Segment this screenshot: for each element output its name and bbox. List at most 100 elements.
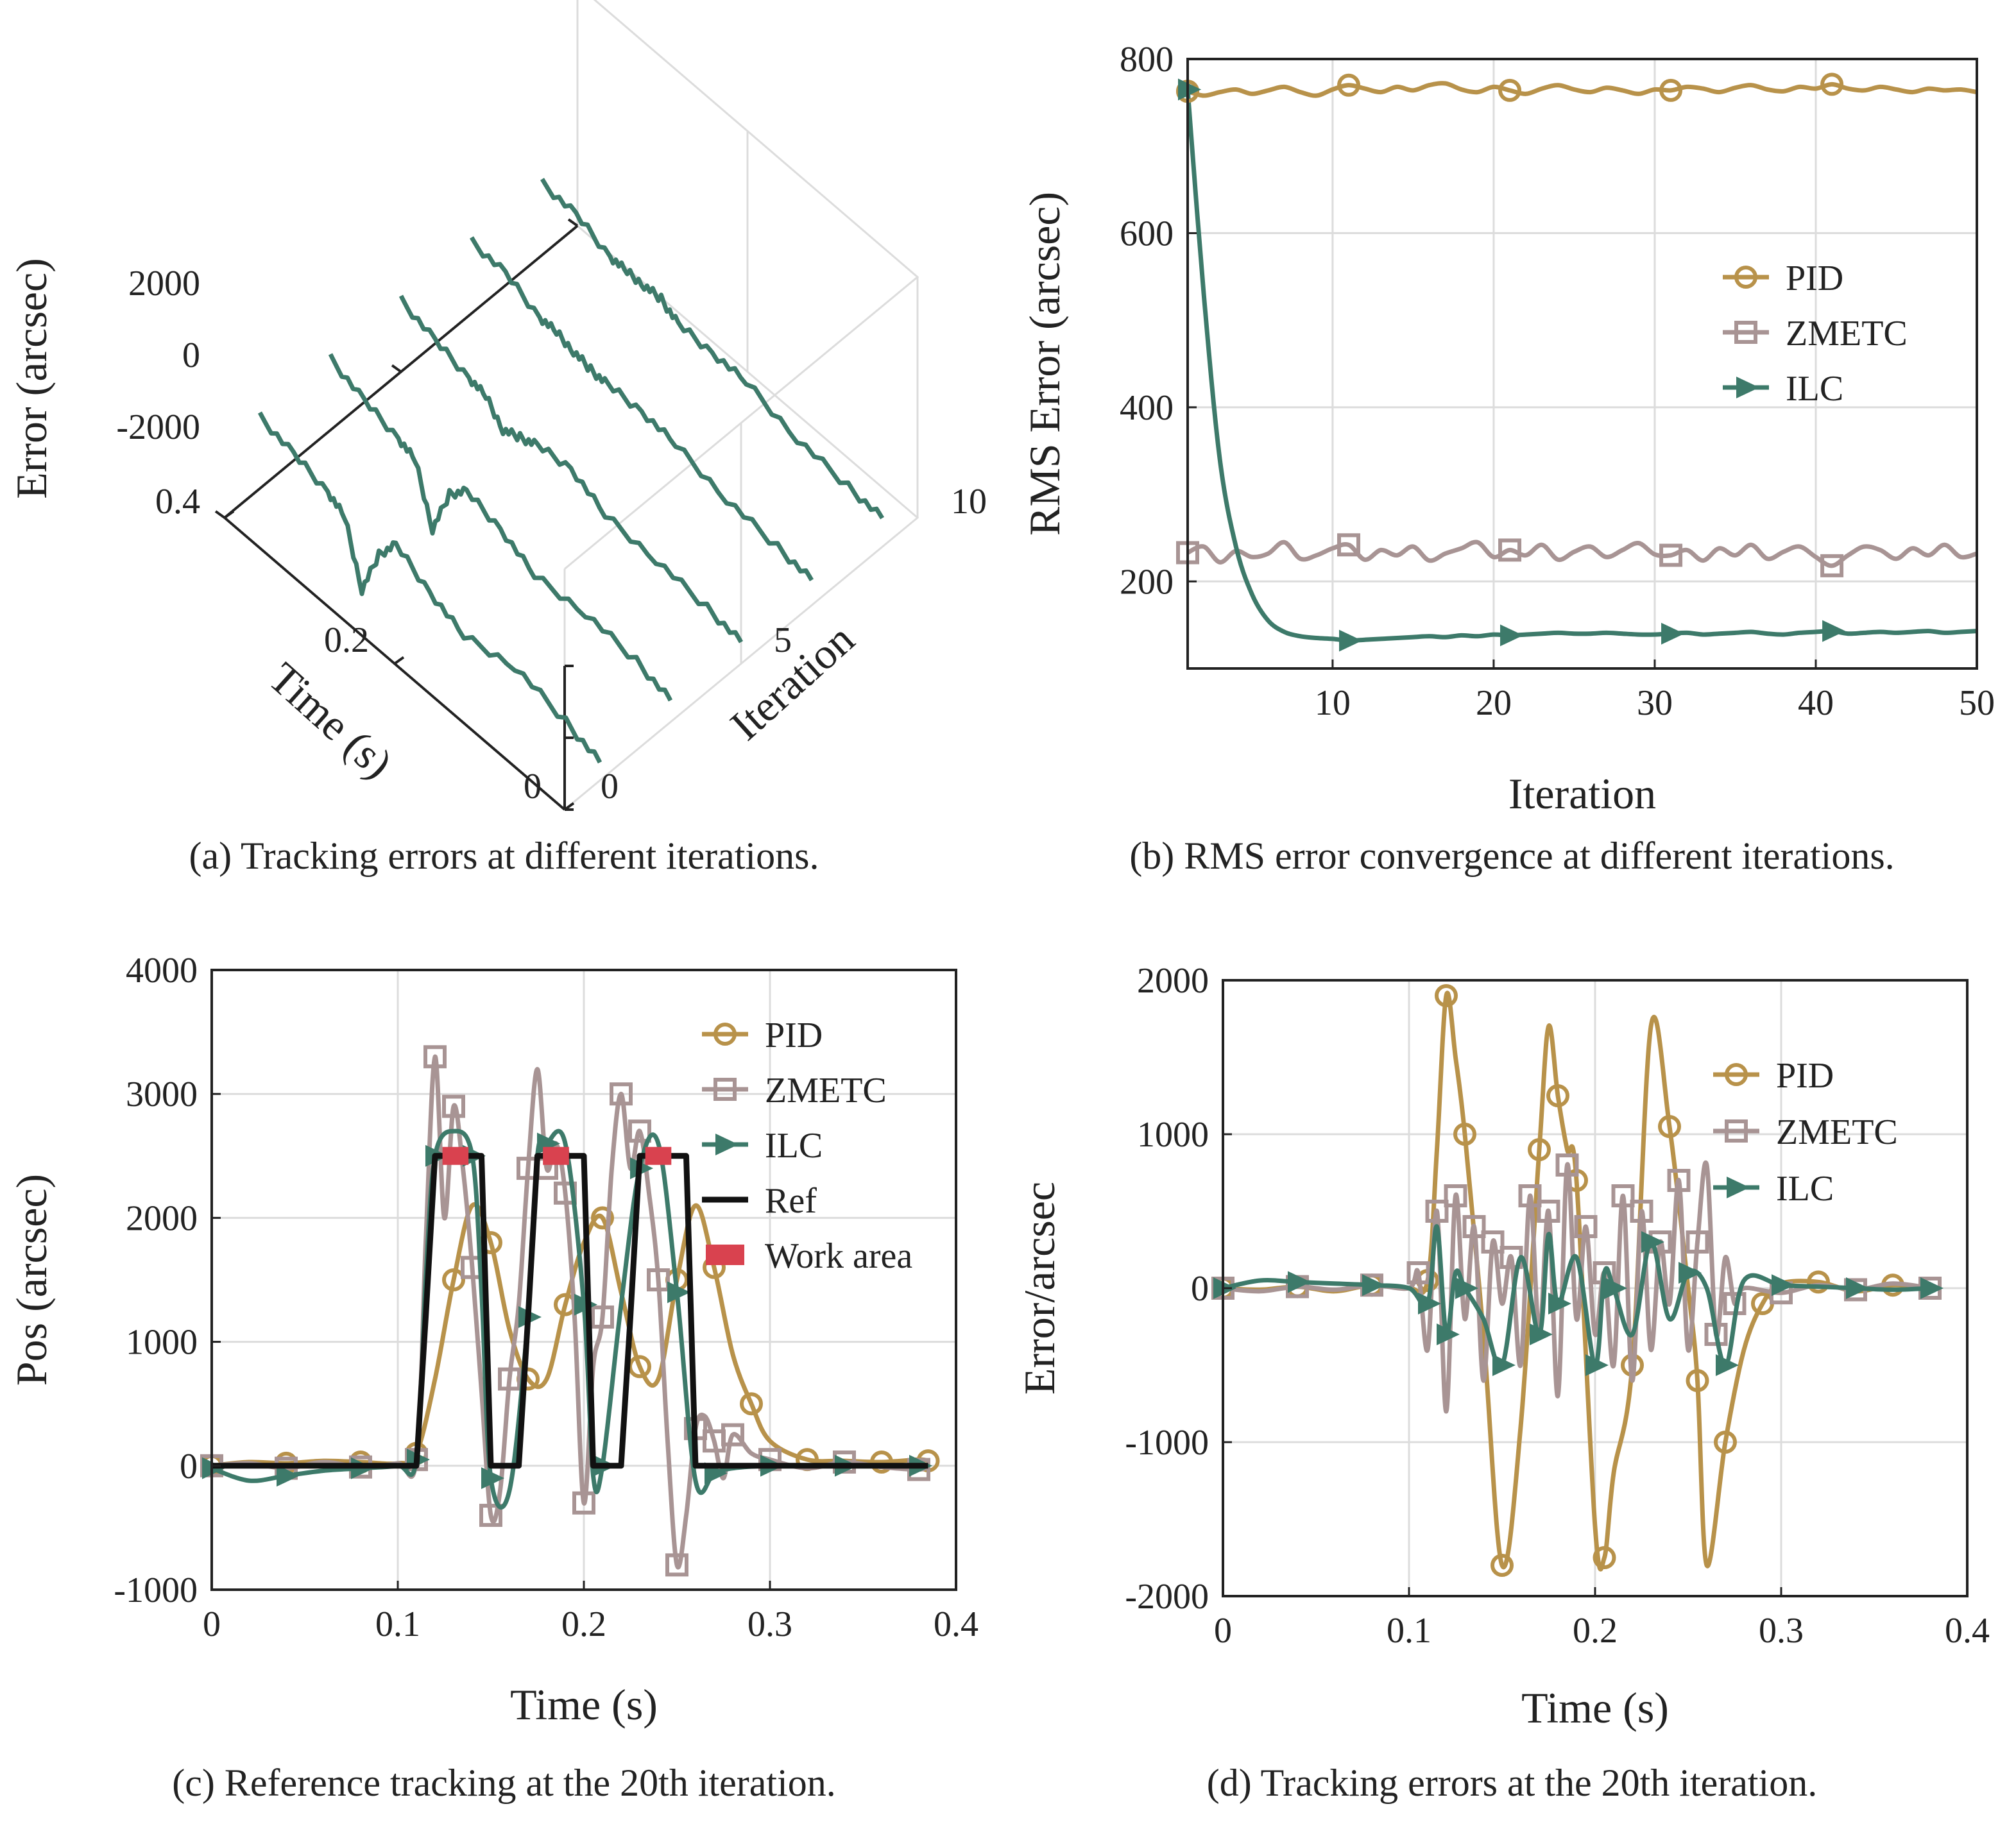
b-ytick-label: 600: [1120, 214, 1174, 253]
c-zmetc-point: [721, 1423, 744, 1447]
d-legend-label-zmetc: ZMETC: [1776, 1112, 1898, 1152]
chart-b-rms-convergence: 10 20 30 40 50 200 400 600 800 PID ZMETC ILC Itera…: [1020, 40, 1995, 818]
chart-d-axes-box: [1222, 979, 1969, 1597]
c-ytick-label: 0: [180, 1447, 198, 1486]
a-series-iteration-9: [540, 178, 884, 520]
chart-a-ytick-0: 0: [601, 767, 619, 806]
c-legend-marker-pid: [713, 1023, 737, 1046]
b-legend-marker-zmetc: [1734, 321, 1757, 344]
chart-b-xlabel: Iteration: [1508, 769, 1656, 818]
c-legend-marker-ilc: [715, 1134, 739, 1155]
b-ilc-point: [1339, 629, 1363, 652]
b-zmetc-point: [1820, 554, 1844, 577]
d-ilc-point: [1716, 1354, 1739, 1376]
b-pid-point: [1820, 72, 1844, 96]
d-ytick-label: 1000: [1137, 1115, 1209, 1155]
d-zmetc-point: [1425, 1200, 1449, 1223]
a-series-iteration-7: [469, 236, 814, 582]
a-iteration-tick: [214, 510, 226, 519]
d-xtick-label: 0.4: [1945, 1611, 1990, 1651]
c-zmetc-point: [442, 1094, 465, 1118]
b-ytick-label: 400: [1120, 388, 1174, 428]
c-ytick-label: -1000: [114, 1570, 198, 1610]
d-legend-marker-pid: [1725, 1063, 1748, 1086]
d-zmetc-point: [1481, 1230, 1505, 1254]
d-ilc-point: [1846, 1277, 1869, 1299]
c-series-zmetc: [211, 1054, 930, 1570]
b-pid-point: [1498, 78, 1522, 102]
panel-c: 0 0.1 0.2 0.3 0.4 -1000 0 1000 2000 3000 4000 PID Z…: [0, 917, 1008, 1829]
c-zmetc-point: [479, 1504, 502, 1527]
c-work-area-mark: [645, 1146, 672, 1165]
c-ilc-point: [667, 1281, 690, 1304]
caption-c: (c) Reference tracking at the 20th itera…: [172, 1762, 836, 1804]
a-series-iteration-5: [398, 294, 744, 643]
d-zmetc-point: [1611, 1184, 1635, 1207]
d-pid-point: [1658, 1115, 1681, 1138]
c-xtick-label: 0.2: [561, 1604, 606, 1644]
chart-a-ztick-2000: 2000: [128, 264, 200, 303]
d-pid-point: [1491, 1554, 1514, 1577]
b-ilc-point: [1661, 622, 1685, 645]
a-time-tick: [223, 510, 235, 519]
caption-d: (d) Tracking errors at the 20th iteratio…: [1206, 1762, 1818, 1804]
c-ytick-label: 4000: [126, 951, 198, 991]
d-ilc-point: [1604, 1277, 1627, 1299]
chart-c-xlabel: Time (s): [510, 1680, 658, 1729]
chart-a-xlabel: Time (s): [260, 653, 402, 788]
d-pid-point: [1528, 1138, 1551, 1161]
d-ilc-point: [1548, 1293, 1571, 1314]
d-ilc-point: [1418, 1293, 1441, 1314]
d-zmetc-point: [1667, 1169, 1691, 1192]
d-ilc-point: [1362, 1274, 1385, 1297]
d-xtick-label: 0: [1214, 1611, 1232, 1651]
chart-d-ylabel: Error/arcsec: [1015, 1182, 1064, 1395]
c-legend-label-work: Work area: [765, 1236, 912, 1276]
c-ilc-point: [537, 1132, 560, 1155]
chart-a-3d-waterfall: Error (arcsec) 2000 0 -2000 0.4 0.2 0 0 …: [7, 0, 987, 811]
c-series-ilc: [210, 1128, 928, 1510]
c-pid-point: [870, 1450, 893, 1474]
a-back-frame: [564, 0, 919, 570]
d-xtick-label: 0.1: [1387, 1611, 1431, 1651]
c-pid-point: [591, 1206, 614, 1230]
c-legend-swatch-work: [706, 1245, 744, 1265]
c-zmetc-point: [610, 1082, 633, 1106]
d-zmetc-point: [1555, 1153, 1579, 1177]
c-ytick-label: 2000: [126, 1198, 198, 1238]
c-ytick-label: 3000: [126, 1075, 198, 1114]
caption-a: (a) Tracking errors at different iterati…: [189, 835, 819, 877]
c-zmetc-point: [498, 1367, 521, 1391]
d-zmetc-point: [1518, 1184, 1542, 1207]
caption-b: (b) RMS error convergence at different i…: [1129, 835, 1895, 877]
d-legend-marker-ilc: [1727, 1177, 1750, 1198]
c-zmetc-point: [572, 1491, 595, 1515]
b-ytick-label: 200: [1120, 562, 1174, 602]
d-zmetc-point: [1537, 1200, 1560, 1223]
b-zmetc-point: [1498, 538, 1522, 562]
c-work-area-mark: [543, 1146, 569, 1165]
b-series-zmetc: [1186, 540, 1978, 568]
b-ilc-point: [1822, 620, 1846, 642]
d-ilc-point: [1641, 1231, 1664, 1253]
c-xtick-label: 0: [203, 1604, 221, 1644]
c-legend-label-pid: PID: [765, 1016, 823, 1055]
a-back-frame: [564, 225, 919, 811]
d-xtick-label: 0.2: [1573, 1611, 1618, 1651]
b-legend-label-zmetc: ZMETC: [1786, 314, 1908, 353]
chart-b-ylabel: RMS Error (arcsec): [1020, 192, 1069, 536]
c-ilc-point: [277, 1465, 300, 1487]
chart-a-ylabel: Iteration: [721, 615, 864, 750]
panel-a: Error (arcsec) 2000 0 -2000 0.4 0.2 0 0 …: [0, 0, 1008, 917]
c-legend-label-ref: Ref: [765, 1181, 817, 1221]
chart-a-xtick-0: 0: [524, 767, 542, 806]
d-pid-point: [1807, 1270, 1830, 1294]
d-ytick-label: 0: [1191, 1269, 1209, 1309]
c-zmetc-point: [628, 1119, 651, 1143]
d-legend-label-pid: PID: [1776, 1056, 1834, 1096]
d-ilc-point: [1492, 1354, 1516, 1376]
c-work-area-mark: [442, 1146, 469, 1165]
d-zmetc-point: [1406, 1261, 1430, 1284]
d-ytick-label: -1000: [1125, 1423, 1209, 1463]
c-legend-label-ilc: ILC: [765, 1126, 823, 1166]
